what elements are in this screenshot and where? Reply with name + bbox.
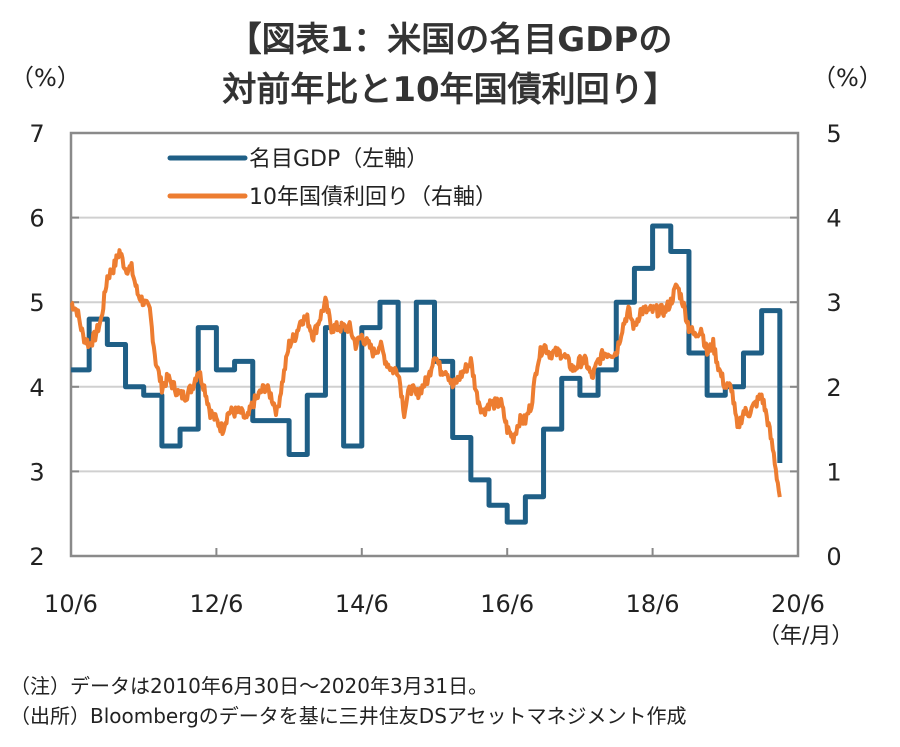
legend-label-yield: 10年国債利回り（右軸） — [249, 185, 497, 210]
x-tick-label: 20/6 — [771, 590, 825, 618]
right-y-tick-label: 2 — [826, 374, 841, 402]
right-axis-unit: （%） — [812, 64, 883, 92]
axes — [69, 131, 800, 558]
left-y-tick-label: 5 — [29, 289, 44, 317]
right-y-tick-label: 3 — [826, 289, 841, 317]
x-tick-label: 16/6 — [480, 590, 534, 618]
x-tick-label: 12/6 — [189, 590, 243, 618]
x-axis-unit: （年/月） — [758, 624, 854, 649]
x-tick-label: 18/6 — [626, 590, 680, 618]
left-axis-unit: （%） — [10, 64, 81, 92]
note-text: （注）データは2010年6月30日～2020年3月31日。 — [10, 674, 489, 698]
right-y-tick-label: 4 — [826, 205, 841, 233]
chart-title-line1: 【図表1：米国の名目GDPの — [227, 20, 673, 60]
x-tick-label: 10/6 — [44, 590, 98, 618]
right-y-tick-label: 1 — [826, 458, 841, 486]
x-tick-label: 14/6 — [335, 590, 389, 618]
right-y-tick-label: 5 — [826, 120, 841, 148]
chart-title-line2: 対前年比と10年国債利回り】 — [222, 70, 678, 110]
yield-series-line — [69, 248, 782, 498]
left-y-tick-label: 6 — [29, 205, 44, 233]
left-y-tick-label: 7 — [29, 120, 44, 148]
gdp-series-line — [71, 223, 783, 525]
right-y-tick-label: 0 — [826, 543, 841, 571]
series-lines — [69, 223, 783, 525]
source-text: （出所）Bloombergのデータを基に三井住友DSアセットマネジメント作成 — [10, 704, 687, 728]
left-y-tick-label: 2 — [29, 543, 44, 571]
legend: 名目GDP（左軸） 10年国債利回り（右軸） — [167, 147, 497, 210]
plot-frame — [69, 131, 800, 558]
tick-labels: 7 5 6 4 5 3 4 2 3 1 2 0 10/6 12/6 14/6 16/6 18/6 20/6 — [29, 120, 841, 618]
left-y-tick-label: 4 — [29, 374, 44, 402]
left-y-tick-label: 3 — [29, 458, 44, 486]
legend-label-gdp: 名目GDP（左軸） — [249, 147, 428, 172]
